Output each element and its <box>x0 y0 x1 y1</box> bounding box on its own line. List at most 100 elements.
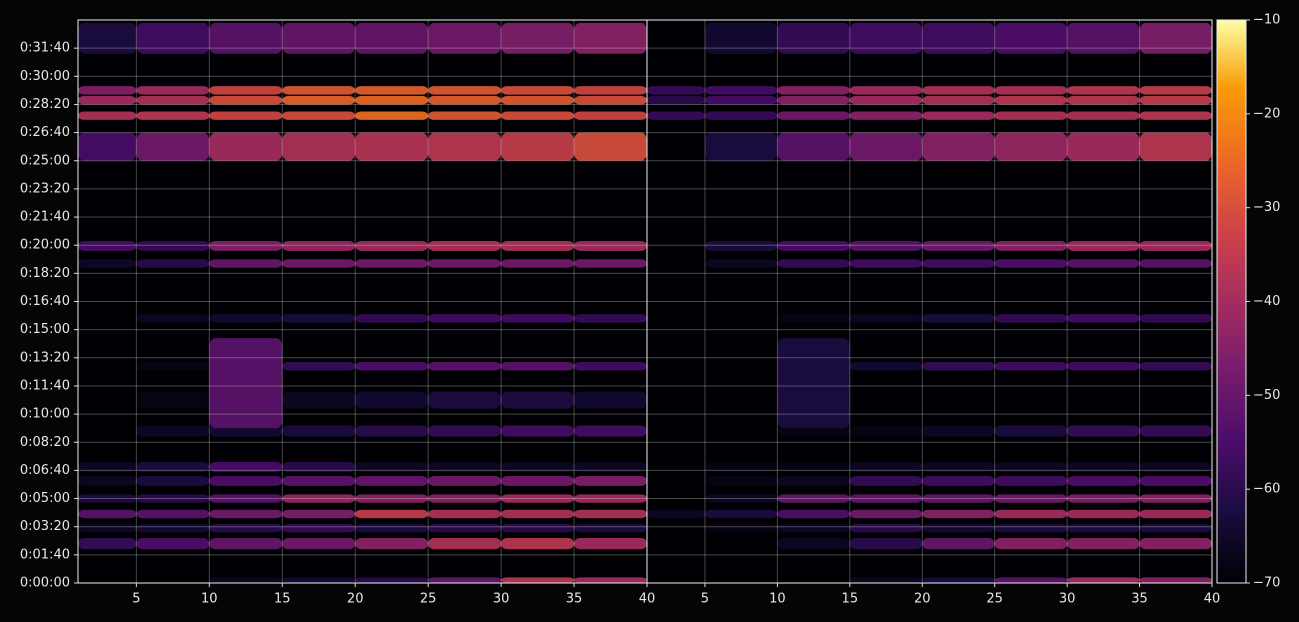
heat-cell <box>282 523 356 533</box>
heat-cell <box>1139 461 1212 472</box>
heat-cell <box>1067 362 1140 371</box>
heat-cell <box>849 86 923 95</box>
heat-cell <box>1139 577 1212 583</box>
heat-cell <box>849 111 923 120</box>
x-tick-label: 10 <box>769 592 786 607</box>
heat-cell <box>428 494 502 503</box>
heat-cell <box>428 461 502 472</box>
heat-cell <box>574 314 647 323</box>
heat-cell <box>428 362 502 371</box>
x-tick-label: 35 <box>566 592 583 607</box>
heat-cell <box>704 494 778 503</box>
heat-cell <box>78 111 137 120</box>
heat-cell <box>704 22 778 54</box>
heat-cell <box>136 537 210 550</box>
heat-cell <box>777 537 850 550</box>
heat-cell <box>282 461 356 472</box>
heat-cell <box>282 259 356 268</box>
heat-cell <box>428 86 502 95</box>
heat-cell <box>574 391 647 409</box>
heat-cell <box>78 461 137 472</box>
heat-cell <box>704 461 778 472</box>
x-tick-label: 5 <box>132 592 140 607</box>
heat-cell <box>849 96 923 105</box>
heat-cell <box>647 111 705 120</box>
heat-cell <box>704 240 778 251</box>
heat-cell <box>209 132 283 161</box>
heat-cell <box>1139 86 1212 95</box>
heat-cell <box>209 577 283 583</box>
heat-cell <box>994 259 1068 268</box>
heat-cell <box>1067 259 1140 268</box>
heat-cell <box>209 86 283 95</box>
heat-cell <box>355 577 429 583</box>
heat-cell <box>209 494 283 503</box>
heat-cell <box>1139 537 1212 550</box>
heat-cell <box>136 111 210 120</box>
heat-cell <box>282 111 356 120</box>
heat-cell <box>777 338 850 429</box>
y-tick-label: 0:28:20 <box>20 97 70 112</box>
heat-cell <box>1067 132 1140 161</box>
heat-cell <box>428 240 502 251</box>
heat-cell <box>574 476 647 486</box>
heat-cell <box>1139 425 1212 437</box>
colorbar-tick-label: −20 <box>1253 106 1280 121</box>
x-tick-label: 10 <box>201 592 218 607</box>
heat-cell <box>1067 314 1140 323</box>
heat-cell <box>136 259 210 268</box>
heat-cell <box>922 494 995 503</box>
heat-cell <box>428 523 502 533</box>
x-tick-label: 25 <box>420 592 437 607</box>
heat-cell <box>428 96 502 105</box>
heat-cell <box>355 494 429 503</box>
heat-cell <box>777 240 850 251</box>
heat-cell <box>994 494 1068 503</box>
heat-cell <box>136 314 210 323</box>
heat-cell <box>1139 132 1212 161</box>
heat-cell <box>1067 476 1140 486</box>
x-tick-label: 40 <box>1204 592 1221 607</box>
heat-cell <box>994 22 1068 54</box>
heat-cell <box>78 509 137 519</box>
heat-cell <box>78 22 137 54</box>
heat-cell <box>355 362 429 371</box>
heat-cell <box>501 494 575 503</box>
heat-cell <box>209 259 283 268</box>
heat-cell <box>209 111 283 120</box>
heat-cell <box>428 509 502 519</box>
heat-cell <box>777 259 850 268</box>
heat-cell <box>501 577 575 583</box>
heat-cell <box>355 537 429 550</box>
heat-cell <box>994 425 1068 437</box>
heat-cell <box>428 132 502 161</box>
heat-cell <box>994 362 1068 371</box>
heat-cell <box>647 509 705 519</box>
colorbar-tick-label: −30 <box>1253 200 1280 215</box>
heat-cell <box>1139 509 1212 519</box>
heat-cell <box>355 259 429 268</box>
y-tick-label: 0:06:40 <box>20 463 70 478</box>
heat-cell <box>849 523 923 533</box>
heat-cell <box>922 240 995 251</box>
heat-cell <box>282 314 356 323</box>
colorbar-tick-label: −10 <box>1253 13 1280 28</box>
heat-cell <box>922 476 995 486</box>
heat-cell <box>922 132 995 161</box>
heat-cell <box>78 523 137 533</box>
heat-cell <box>282 132 356 161</box>
heat-cell <box>501 96 575 105</box>
heat-cell <box>777 86 850 95</box>
heat-cell <box>136 240 210 251</box>
heat-cell <box>355 86 429 95</box>
heat-cell <box>501 314 575 323</box>
heat-cell <box>777 96 850 105</box>
heat-cell <box>574 22 647 54</box>
heat-cell <box>574 362 647 371</box>
heat-cell <box>136 476 210 486</box>
heat-cell <box>1067 461 1140 472</box>
heat-cell <box>136 22 210 54</box>
heat-cell <box>209 96 283 105</box>
heat-cell <box>574 259 647 268</box>
heat-cell <box>282 476 356 486</box>
